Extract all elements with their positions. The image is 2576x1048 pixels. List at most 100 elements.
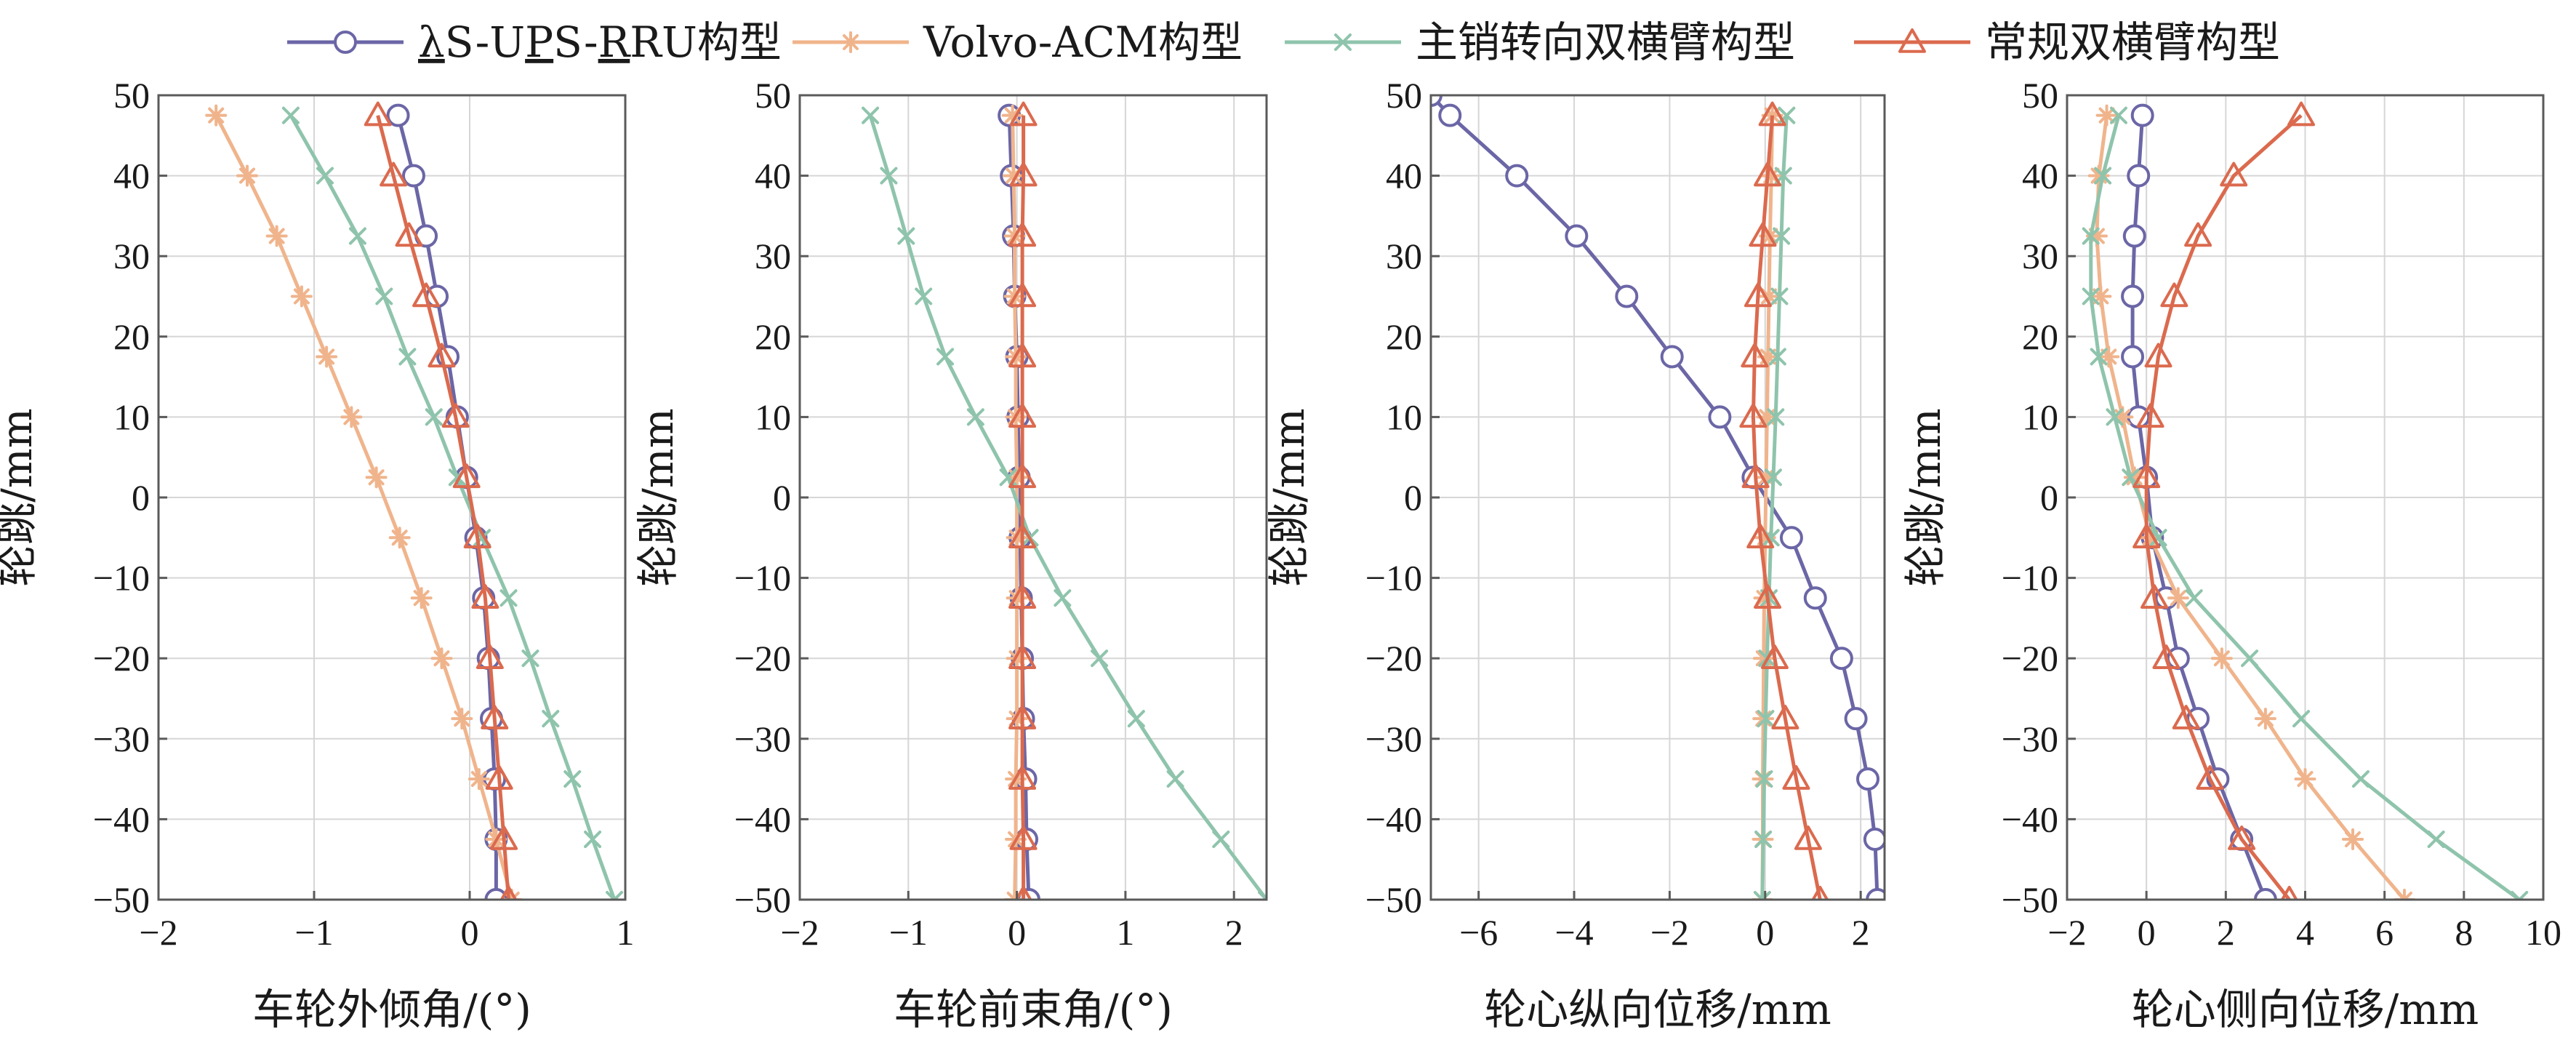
y-tick-label: −20	[93, 638, 150, 679]
data-point	[2241, 649, 2259, 668]
x-tick-label: 0	[2138, 912, 2156, 953]
legend-label: 主销转向双横臂构型	[1416, 17, 1795, 67]
legend-item-2: Volvo-ACM构型	[793, 17, 1243, 67]
data-point	[1752, 708, 1775, 730]
data-point	[1003, 164, 1025, 187]
data-point	[2342, 828, 2364, 851]
data-point	[1746, 524, 1775, 549]
data-point	[1008, 644, 1037, 669]
data-point	[1708, 405, 1732, 429]
series-group	[1431, 95, 1885, 900]
y-tick-label: 20	[1386, 316, 1422, 357]
y-tick-label: 0	[132, 477, 150, 518]
legend-marker-circle	[334, 31, 357, 54]
data-point	[2427, 831, 2445, 849]
legend-label-part: P	[525, 17, 553, 67]
data-point	[484, 888, 508, 900]
data-point	[521, 649, 539, 668]
legend-label-part: R	[598, 17, 632, 67]
legend-label: λS-UPS-RRU构型	[418, 17, 782, 67]
data-point	[2253, 888, 2277, 900]
data-point	[499, 589, 518, 607]
y-tick-label: 30	[2022, 236, 2058, 276]
data-point	[1754, 161, 1782, 187]
data-point	[1001, 104, 1024, 127]
data-point	[2109, 106, 2127, 124]
y-tick-label: −50	[734, 879, 791, 920]
data-point	[380, 161, 408, 187]
y-tick-label: 20	[2022, 316, 2058, 357]
y-tick-label: −40	[93, 799, 150, 839]
data-point	[2144, 343, 2172, 368]
data-point	[1741, 343, 1769, 368]
y-tick-label: −10	[1365, 558, 1422, 599]
data-point	[1764, 468, 1782, 487]
data-point	[2254, 708, 2276, 730]
x-tick-label: −2	[139, 912, 177, 953]
data-point	[2184, 222, 2212, 247]
legend-marker-asterisk	[840, 31, 862, 53]
data-point	[1761, 104, 1783, 127]
data-point	[1754, 831, 1773, 849]
data-point	[398, 348, 417, 366]
data-point	[1811, 886, 1829, 900]
data-point	[430, 647, 453, 670]
y-tick-label: 40	[1386, 156, 1422, 196]
legend-label-part: λ	[418, 17, 445, 67]
series-circle	[1431, 95, 1885, 900]
data-point	[1009, 825, 1038, 850]
x-axis-title: 车轮外倾角/(°)	[252, 985, 531, 1034]
legend-label: Volvo-ACM构型	[923, 17, 1243, 67]
data-point	[2280, 886, 2298, 900]
y-tick-label: 40	[2022, 156, 2058, 196]
data-point	[1008, 705, 1037, 729]
data-point	[2167, 587, 2189, 609]
x-tick-label: −1	[889, 912, 928, 953]
legend-label-part: RU构型	[630, 17, 782, 67]
data-point	[1739, 403, 1768, 428]
legend-item-1: λS-UPS-RRU构型	[287, 17, 782, 67]
data-point	[205, 104, 228, 127]
y-tick-label: 0	[2040, 477, 2058, 518]
data-point	[2121, 345, 2145, 369]
data-point	[2132, 524, 2161, 549]
data-point	[1794, 825, 1822, 850]
data-point	[1565, 224, 1589, 248]
data-point	[1757, 345, 1779, 368]
legend-label: 常规双横臂构型	[1985, 17, 2280, 67]
series-triangle	[364, 101, 518, 900]
y-tick-label: 20	[755, 316, 791, 357]
data-point	[290, 285, 313, 308]
data-point	[1212, 831, 1230, 849]
series-group	[205, 101, 624, 900]
y-tick-label: 30	[755, 236, 791, 276]
data-point	[1008, 584, 1037, 609]
data-point	[1779, 526, 1803, 550]
y-tick-label: 30	[113, 236, 150, 276]
series-line	[868, 114, 1267, 900]
data-point	[1866, 888, 1885, 900]
y-tick-label: 0	[1404, 477, 1422, 518]
y-tick-label: −30	[93, 719, 150, 759]
data-point	[375, 287, 393, 305]
data-point	[1829, 647, 1853, 671]
data-point	[386, 103, 410, 127]
data-point	[463, 524, 491, 549]
data-point	[364, 101, 392, 127]
y-tick-label: −20	[734, 638, 791, 679]
legend-marker-triangle	[1898, 28, 1926, 53]
data-point	[451, 708, 473, 730]
y-tick-label: −40	[2002, 799, 2058, 839]
x-tick-label: 2	[1225, 912, 1243, 953]
data-point	[1009, 161, 1038, 187]
data-point	[1008, 343, 1037, 368]
data-point	[1760, 164, 1783, 187]
y-tick-label: 40	[755, 156, 791, 196]
data-point	[862, 106, 880, 124]
data-point	[2220, 161, 2248, 187]
legend-label-part: S-	[553, 17, 598, 67]
data-point	[1660, 345, 1684, 369]
data-point	[428, 343, 456, 368]
